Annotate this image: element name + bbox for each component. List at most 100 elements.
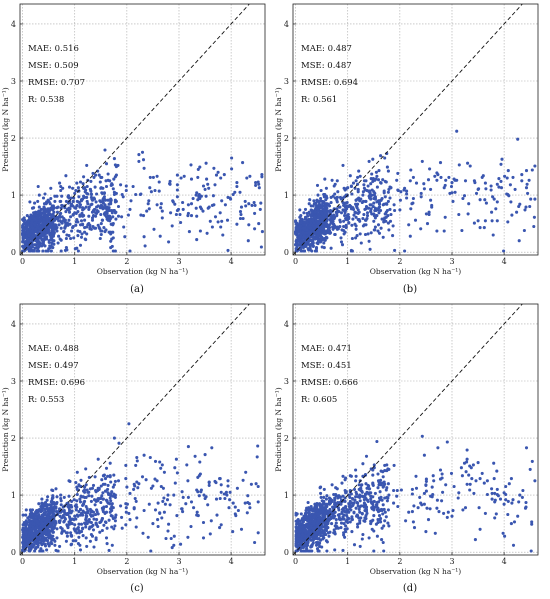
- data-point: [319, 538, 323, 542]
- data-point: [344, 510, 348, 514]
- data-point: [450, 514, 454, 518]
- data-point: [151, 522, 155, 526]
- data-point: [233, 505, 237, 509]
- data-point: [308, 515, 312, 519]
- data-point: [67, 185, 72, 189]
- data-point: [28, 524, 32, 528]
- data-point: [324, 186, 328, 190]
- data-point: [106, 487, 110, 491]
- data-point: [255, 455, 259, 459]
- y-tick-label: 4: [11, 20, 16, 29]
- data-point: [308, 530, 312, 534]
- data-point: [28, 245, 32, 249]
- data-point: [52, 210, 56, 214]
- data-point: [344, 223, 348, 227]
- data-point: [298, 221, 302, 225]
- data-point: [44, 519, 48, 523]
- data-point: [142, 453, 146, 457]
- data-point: [372, 219, 376, 223]
- data-point: [430, 485, 434, 489]
- data-point: [483, 219, 487, 223]
- data-point: [517, 204, 521, 209]
- data-point: [126, 213, 130, 217]
- data-point: [322, 246, 326, 250]
- data-point: [67, 508, 72, 512]
- data-point: [113, 524, 117, 528]
- data-point: [315, 508, 320, 512]
- data-point: [306, 543, 310, 547]
- data-point: [376, 178, 381, 182]
- data-point: [29, 512, 33, 517]
- data-point: [241, 161, 245, 165]
- data-point: [511, 175, 515, 179]
- data-point: [85, 191, 89, 195]
- data-point: [515, 210, 519, 214]
- data-point: [24, 526, 28, 530]
- data-point: [78, 180, 83, 184]
- data-point: [30, 219, 34, 223]
- data-point: [110, 502, 114, 506]
- data-point: [443, 183, 447, 187]
- data-point: [97, 486, 101, 490]
- data-point: [447, 175, 451, 179]
- data-point: [124, 477, 128, 481]
- data-point: [363, 519, 367, 523]
- data-point: [59, 211, 63, 215]
- data-point: [89, 532, 93, 537]
- data-point: [224, 490, 228, 494]
- data-point: [39, 225, 43, 229]
- data-point: [383, 463, 387, 467]
- data-point: [67, 515, 72, 519]
- data-point: [378, 490, 382, 494]
- data-point: [108, 502, 112, 506]
- data-point: [89, 195, 93, 199]
- data-point: [46, 495, 50, 499]
- data-point: [530, 168, 534, 172]
- data-point: [40, 543, 44, 547]
- data-point: [313, 215, 317, 219]
- data-point: [75, 485, 79, 489]
- data-point: [485, 479, 489, 483]
- data-point: [60, 531, 64, 535]
- data-point: [63, 218, 67, 222]
- metric-label: MSE: 0.451: [301, 361, 352, 371]
- data-point: [344, 524, 348, 528]
- data-point: [318, 214, 322, 218]
- data-point: [319, 534, 323, 538]
- data-point: [74, 481, 78, 485]
- data-point: [404, 519, 408, 523]
- data-point: [44, 237, 48, 241]
- data-point: [499, 179, 503, 183]
- data-point: [371, 157, 375, 161]
- data-point: [320, 499, 324, 503]
- data-point: [93, 185, 97, 189]
- data-point: [307, 218, 311, 222]
- data-point: [109, 507, 113, 511]
- data-point: [355, 206, 359, 210]
- data-point: [464, 470, 468, 474]
- data-point: [84, 188, 88, 192]
- data-point: [386, 508, 390, 512]
- data-point: [333, 498, 337, 502]
- data-point: [112, 436, 116, 440]
- data-point: [80, 232, 84, 236]
- data-point: [364, 482, 368, 486]
- data-point: [302, 235, 306, 239]
- data-point: [414, 474, 418, 478]
- data-point: [166, 493, 170, 497]
- data-point: [163, 502, 167, 506]
- data-point: [342, 219, 346, 223]
- data-point: [482, 481, 486, 485]
- data-point: [64, 236, 68, 241]
- data-point: [107, 202, 111, 206]
- data-point: [371, 468, 375, 472]
- data-point: [66, 207, 71, 211]
- data-point: [472, 221, 476, 225]
- data-point: [294, 513, 298, 517]
- data-point: [308, 198, 312, 202]
- data-point: [333, 500, 337, 505]
- metric-label: MSE: 0.497: [28, 361, 79, 371]
- data-point: [43, 511, 47, 515]
- data-point: [120, 526, 124, 530]
- data-point: [22, 216, 26, 220]
